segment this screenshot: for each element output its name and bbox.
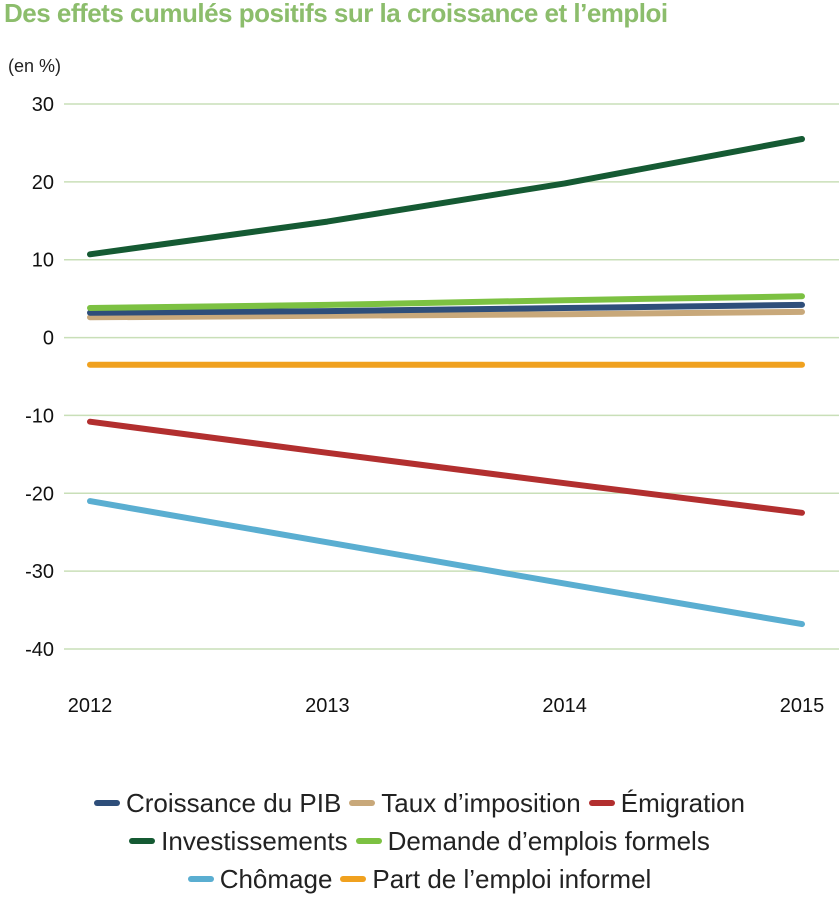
y-tick-label: -30 [25, 561, 54, 583]
y-tick-label: 0 [43, 328, 54, 350]
legend-label: Croissance du PIB [125, 787, 342, 818]
legend-swatch [355, 838, 382, 844]
x-tick-label: 2014 [542, 695, 587, 717]
legend-swatch [349, 800, 376, 806]
y-tick-label: 30 [32, 94, 54, 116]
series-line-0 [87, 301, 805, 316]
legend-item: Investissements [129, 825, 348, 857]
legend-item: Émigration [588, 787, 746, 819]
chart-title: Des effets cumulés positifs sur la crois… [4, 0, 668, 28]
y-tick-label: -40 [25, 639, 54, 661]
legend-label: Taux d’imposition [381, 787, 581, 818]
y-tick-label: -20 [25, 483, 54, 505]
x-tick-label: 2013 [305, 695, 350, 717]
legend-item: Taux d’imposition [349, 787, 581, 819]
legend-swatch [588, 800, 615, 806]
y-tick-label: 10 [32, 250, 54, 272]
series-line-3 [87, 136, 805, 258]
legend-swatch [187, 876, 214, 882]
y-tick-label: 20 [32, 172, 54, 194]
series-line-1 [87, 308, 805, 321]
legend-swatch [340, 876, 367, 882]
legend-label: Émigration [620, 787, 746, 818]
x-tick-label: 2012 [68, 695, 113, 717]
line-chart: 30 20 10 0 -10 -20 -30 -40 2012 2013 2014 2015 [25, 94, 839, 717]
y-tick-label: -10 [25, 405, 54, 427]
legend-label: Part de l’emploi informel [372, 863, 652, 894]
legend-item: Chômage [187, 863, 333, 895]
series-line-2 [87, 418, 805, 516]
legend-label: Demande d’emplois formels [387, 825, 710, 856]
legend-item: Demande d’emplois formels [355, 825, 710, 857]
chart-legend: Croissance du PIB Taux d’imposition Émigra… [0, 784, 839, 898]
legend-swatch [129, 838, 156, 844]
legend-row: Croissance du PIB Taux d’imposition Émigra… [0, 784, 839, 822]
legend-item: Croissance du PIB [93, 787, 342, 819]
x-tick-label: 2015 [780, 695, 825, 717]
series-line-4 [87, 293, 805, 311]
legend-label: Investissements [161, 825, 348, 856]
legend-item: Part de l’emploi informel [340, 864, 651, 895]
legend-label: Chômage [219, 863, 333, 894]
legend-swatch [93, 800, 120, 806]
legend-row: Investissements Demande d’emplois formels [0, 822, 839, 860]
legend-row: Chômage Part de l’emploi informel [0, 860, 839, 898]
y-axis-unit-label: (en %) [8, 56, 62, 76]
series-line-5 [87, 498, 805, 628]
